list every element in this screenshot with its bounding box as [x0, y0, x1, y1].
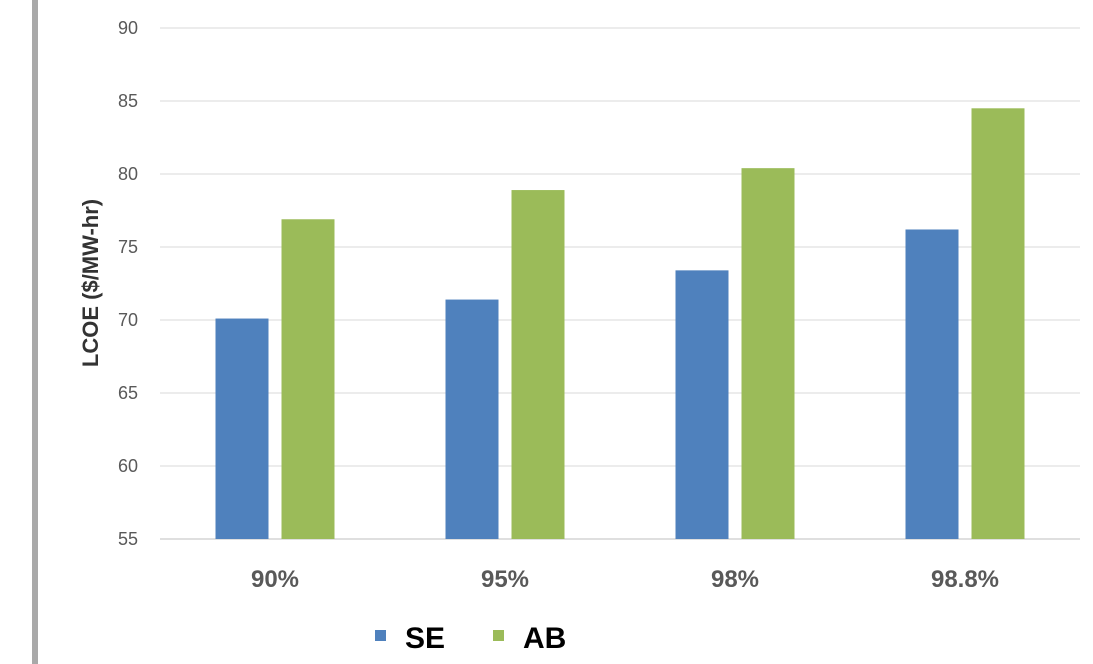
y-tick-label: 65 [118, 383, 138, 403]
legend-label-se: SE [405, 622, 445, 655]
x-category-label: 98% [711, 566, 759, 593]
legend: SE AB [375, 622, 566, 655]
y-axis-title: LCOE ($/MW-hr) [78, 199, 103, 367]
x-category-label: 95% [481, 566, 529, 593]
y-tick-label: 60 [118, 456, 138, 476]
bar-ab-1 [511, 190, 565, 539]
y-tick-label: 75 [118, 237, 138, 257]
bar-ab-0 [281, 219, 335, 539]
bar-ab-2 [741, 168, 795, 539]
bar-se-0 [215, 318, 269, 539]
x-category-labels: 90% 95% 98% 98.8% [251, 566, 999, 593]
legend-swatch-se [375, 630, 386, 641]
y-tick-label: 70 [118, 310, 138, 330]
bars [215, 108, 1025, 540]
y-tick-label: 80 [118, 164, 138, 184]
y-tick-label: 55 [118, 529, 138, 549]
y-tick-labels: 55 60 65 70 75 80 85 90 [118, 18, 138, 549]
legend-label-ab: AB [523, 622, 566, 655]
x-category-label: 98.8% [931, 566, 999, 593]
bar-se-1 [445, 299, 499, 539]
bar-se-3 [905, 229, 959, 540]
y-tick-label: 90 [118, 18, 138, 38]
y-tick-label: 85 [118, 91, 138, 111]
bar-ab-3 [971, 108, 1025, 540]
legend-swatch-ab [493, 630, 504, 641]
left-border-bar [32, 0, 38, 664]
x-category-label: 90% [251, 566, 299, 593]
bar-se-2 [675, 270, 729, 539]
